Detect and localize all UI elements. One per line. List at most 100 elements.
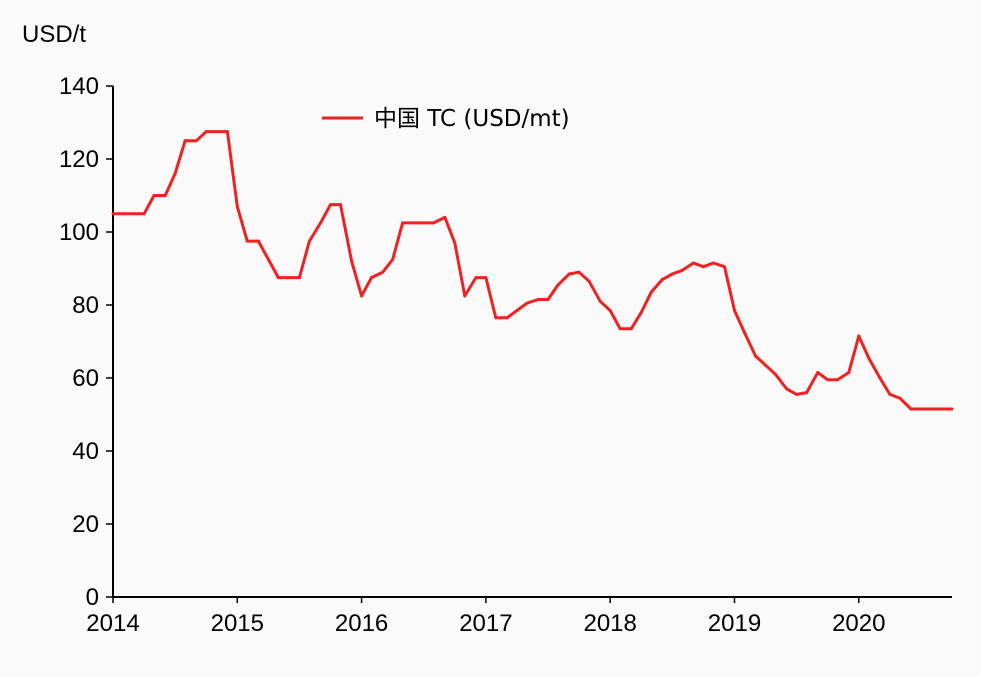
- data-point: [587, 279, 591, 283]
- data-point: [536, 298, 540, 301]
- data-point: [412, 221, 416, 225]
- data-point: [680, 268, 684, 272]
- y-tick-label: 0: [86, 584, 99, 611]
- data-point: [276, 276, 280, 280]
- data-point: [307, 239, 311, 243]
- y-tick-label: 140: [59, 73, 99, 100]
- data-point: [329, 203, 332, 207]
- data-point: [629, 327, 633, 331]
- x-tick-label: 2014: [86, 610, 139, 637]
- x-tick-label: 2018: [583, 610, 636, 637]
- x-tick-label: 2020: [832, 610, 885, 637]
- data-point: [525, 301, 529, 305]
- data-point: [805, 391, 809, 395]
- data-point: [360, 294, 364, 298]
- x-axis-ticks: 2014 2015 2016 2017 2018 2019 2020: [86, 597, 885, 637]
- data-point: [660, 277, 664, 281]
- data-point: [350, 259, 354, 263]
- data-point: [836, 378, 840, 382]
- data-point: [432, 221, 436, 225]
- legend: 中国 TC (USD/mt): [322, 106, 570, 132]
- data-point: [670, 272, 674, 276]
- data-point: [111, 212, 115, 216]
- x-tick-label: 2017: [459, 610, 512, 637]
- series-points: [111, 130, 954, 411]
- data-point: [183, 139, 187, 143]
- data-point: [929, 407, 933, 411]
- data-point: [733, 309, 736, 312]
- data-point: [826, 378, 830, 382]
- data-point: [940, 407, 944, 411]
- x-tick-label: 2016: [335, 610, 388, 637]
- data-point: [173, 172, 177, 176]
- data-point: [163, 194, 167, 197]
- data-point: [194, 139, 198, 143]
- data-point: [556, 283, 560, 287]
- data-point: [909, 407, 913, 411]
- data-point: [297, 276, 301, 280]
- data-point: [370, 276, 373, 280]
- data-point: [152, 194, 156, 197]
- data-point: [422, 221, 426, 225]
- data-point: [723, 265, 726, 269]
- data-point: [381, 270, 385, 274]
- data-point: [795, 392, 799, 396]
- data-point: [847, 371, 851, 374]
- data-point: [121, 212, 125, 216]
- data-point: [225, 130, 229, 134]
- data-point: [515, 309, 519, 312]
- y-tick-label: 120: [59, 146, 99, 173]
- y-tick-label: 80: [72, 292, 99, 319]
- data-point: [443, 215, 447, 219]
- x-tick-label: 2019: [708, 610, 761, 637]
- data-point: [919, 407, 923, 411]
- data-point: [132, 212, 136, 216]
- data-point: [577, 270, 581, 274]
- data-point: [867, 356, 871, 360]
- data-point: [701, 265, 705, 269]
- data-point: [494, 316, 498, 320]
- data-point: [898, 396, 902, 400]
- data-point: [692, 261, 695, 265]
- data-point: [204, 130, 208, 134]
- y-tick-label: 40: [72, 438, 99, 465]
- data-point: [878, 376, 882, 380]
- data-point: [742, 330, 746, 334]
- data-point: [608, 309, 612, 312]
- data-point: [339, 203, 342, 207]
- data-point: [401, 221, 405, 225]
- data-point: [474, 276, 478, 280]
- data-point: [484, 276, 488, 280]
- y-tick-label: 100: [59, 219, 99, 246]
- y-tick-label: 60: [72, 365, 99, 392]
- data-point: [785, 387, 789, 391]
- data-point: [711, 261, 715, 265]
- data-point: [245, 239, 249, 243]
- legend-label: 中国 TC (USD/mt): [374, 106, 570, 132]
- data-point: [649, 290, 653, 294]
- data-point: [142, 212, 146, 216]
- data-point: [888, 392, 892, 396]
- series-line-china-tc: [113, 130, 952, 411]
- data-point: [256, 239, 260, 243]
- data-point: [505, 316, 509, 320]
- data-point: [598, 299, 602, 303]
- data-point: [288, 276, 291, 280]
- data-point: [453, 241, 457, 245]
- data-point: [857, 334, 861, 338]
- data-point: [235, 205, 239, 208]
- data-point: [950, 407, 954, 411]
- data-point: [567, 272, 571, 276]
- data-point: [214, 130, 218, 134]
- data-point: [774, 372, 777, 376]
- data-point: [764, 363, 768, 367]
- y-axis-ticks: 0 20 40 60 80 100 120 140: [59, 73, 113, 611]
- data-point: [546, 298, 550, 301]
- data-point: [319, 221, 323, 225]
- data-point: [266, 257, 270, 261]
- data-point: [816, 371, 820, 374]
- data-point: [391, 257, 395, 261]
